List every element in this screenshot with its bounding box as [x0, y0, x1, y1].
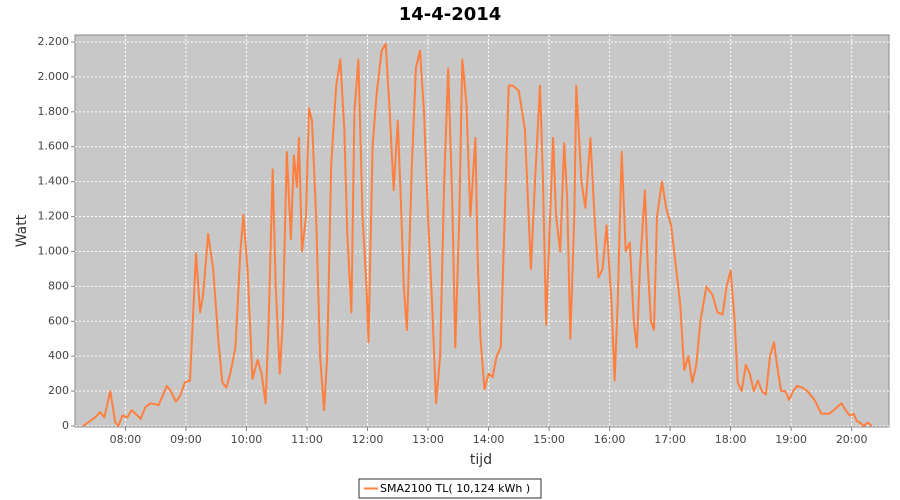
- y-tick-label: 200: [48, 384, 69, 397]
- y-tick-label: 800: [48, 279, 69, 292]
- y-tick-label: 0: [62, 419, 69, 432]
- x-tick-label: 09:00: [170, 433, 202, 446]
- x-tick-label: 13:00: [412, 433, 444, 446]
- x-tick-label: 15:00: [533, 433, 565, 446]
- x-tick-label: 12:00: [352, 433, 384, 446]
- y-tick-label: 400: [48, 349, 69, 362]
- y-tick-label: 600: [48, 314, 69, 327]
- x-tick-label: 14:00: [473, 433, 505, 446]
- x-tick-label: 17:00: [654, 433, 686, 446]
- x-tick-label: 11:00: [291, 433, 323, 446]
- legend: [358, 478, 542, 499]
- y-axis-label: Watt: [14, 214, 30, 247]
- legend-label: SMA2100 TL( 10,124 kWh ): [380, 482, 530, 495]
- x-tick-label: 08:00: [110, 433, 142, 446]
- y-tick-label: 2.000: [38, 70, 70, 83]
- y-tick-label: 2.200: [38, 35, 70, 48]
- chart-title: 14-4-2014: [399, 4, 502, 25]
- series-line: [82, 42, 873, 427]
- x-tick-label: 18:00: [715, 433, 747, 446]
- x-tick-label: 20:00: [836, 433, 868, 446]
- x-axis-label: tijd: [470, 452, 492, 468]
- x-tick-label: 10:00: [231, 433, 263, 446]
- y-tick-label: 1.800: [38, 105, 70, 118]
- x-tick-label: 16:00: [594, 433, 626, 446]
- x-tick-label: 19:00: [775, 433, 807, 446]
- y-tick-label: 1.400: [38, 175, 70, 188]
- y-tick-label: 1.000: [38, 244, 70, 257]
- y-tick-label: 1.200: [38, 210, 70, 223]
- y-tick-label: 1.600: [38, 140, 70, 153]
